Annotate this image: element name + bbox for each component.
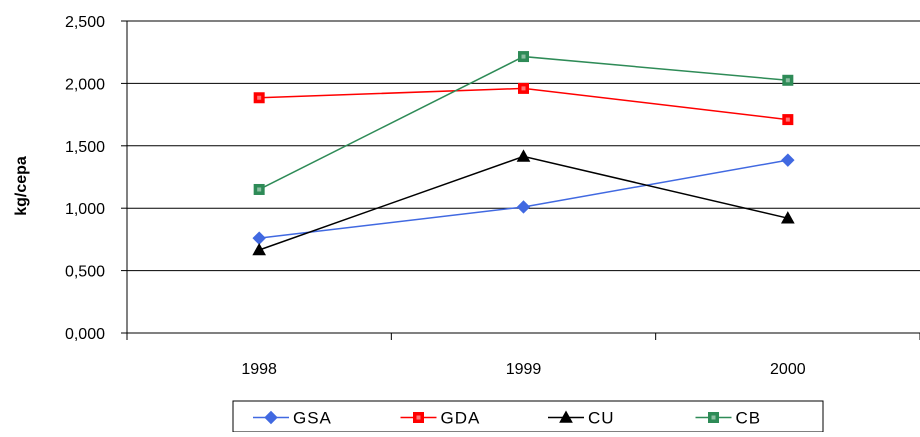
legend-marker <box>559 410 573 423</box>
legend-label: CU <box>588 409 615 428</box>
y-tick-label: 0,000 <box>65 326 105 343</box>
marker-body <box>708 412 719 423</box>
marker-highlight <box>521 54 526 59</box>
legend-box <box>232 400 824 433</box>
data-point-gda <box>253 92 265 104</box>
data-point-cb <box>518 51 529 63</box>
legend-item-cb: CB <box>695 409 762 428</box>
data-point-cb <box>253 183 265 195</box>
series-line-cb <box>258 55 788 191</box>
data-point-gsa <box>516 200 531 214</box>
series <box>252 51 795 256</box>
y-tick-label: 2,000 <box>65 76 105 93</box>
legend-item-cu: CU <box>548 409 615 428</box>
marker-highlight <box>521 86 526 91</box>
marker-highlight <box>785 117 790 122</box>
marker-body <box>253 92 265 104</box>
data-point-cb <box>782 74 794 86</box>
legend-marker <box>413 412 424 423</box>
marker-highlight <box>257 95 262 100</box>
legend: GSA GDA CU CB <box>232 400 824 433</box>
marker-highlight <box>711 415 716 420</box>
marker-body <box>782 114 794 126</box>
marker-highlight <box>416 415 421 420</box>
marker-body <box>413 412 424 423</box>
marker-body <box>518 51 529 63</box>
y-axis-title: kg/cepa <box>13 156 30 216</box>
legend-label: CB <box>736 409 762 428</box>
data-point-gda <box>518 82 529 94</box>
y-tick-label: 0,500 <box>65 264 105 281</box>
y-tick-label: 1,500 <box>65 139 105 156</box>
data-point-gsa <box>252 231 266 245</box>
marker-highlight <box>785 78 790 83</box>
x-tick-label: 2000 <box>770 361 806 378</box>
legend-label: GDA <box>441 409 481 428</box>
marker-body <box>782 74 794 86</box>
data-point-gda <box>782 114 794 126</box>
data-point-gsa <box>781 153 795 167</box>
legend-item-gsa: GSA <box>253 409 332 428</box>
marker-body <box>518 82 529 94</box>
legend-marker <box>264 410 278 425</box>
legend-marker <box>708 412 719 423</box>
marker-body <box>253 183 265 195</box>
data-point-cu <box>516 149 531 162</box>
axes: 0,000 0,500 1,000 1,500 2,000 2,500 1998 1999 20… <box>65 14 920 378</box>
y-tick-label: 1,000 <box>65 201 105 218</box>
data-point-cu <box>252 242 267 256</box>
legend-label: GSA <box>293 409 332 428</box>
legend-item-gda: GDA <box>400 409 481 428</box>
data-point-cu <box>780 211 795 224</box>
x-tick-label: 1999 <box>506 361 542 378</box>
y-tick-label: 2,500 <box>65 14 105 31</box>
marker-highlight <box>257 187 262 192</box>
x-tick-label: 1998 <box>241 361 277 378</box>
